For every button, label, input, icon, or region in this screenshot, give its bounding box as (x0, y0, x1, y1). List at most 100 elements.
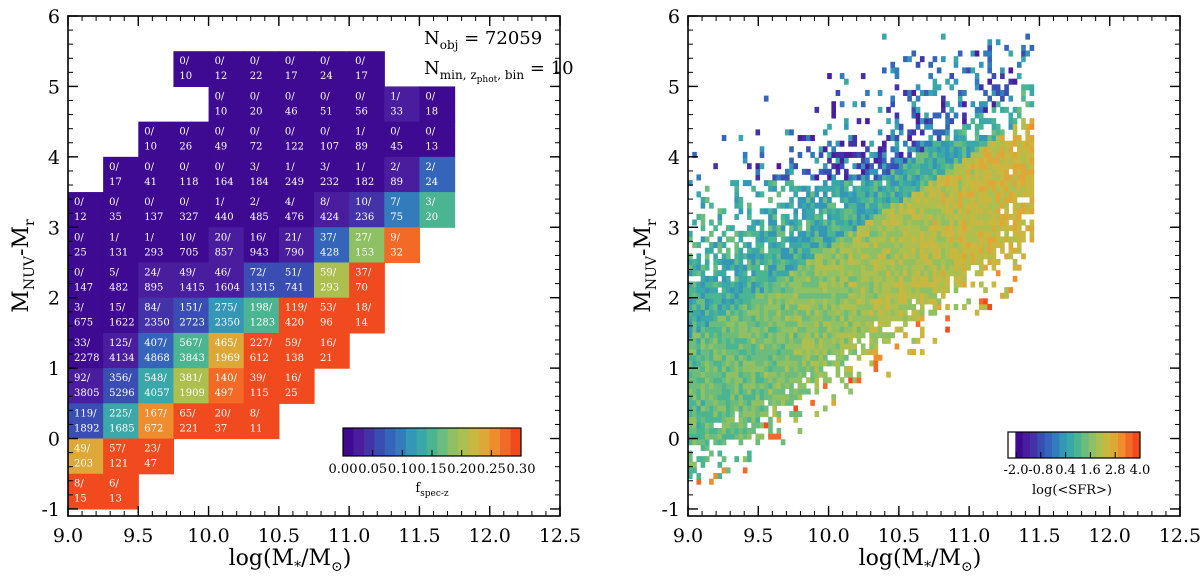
sfr-pixel (755, 168, 761, 175)
sfr-pixel (793, 287, 799, 294)
sfr-pixel (713, 163, 718, 170)
sfr-pixel (915, 118, 921, 125)
fspec-bin-cell (384, 86, 421, 123)
sfr-pixel (1012, 129, 1018, 136)
sfr-pixel (831, 309, 836, 316)
sfr-pixel (839, 377, 845, 384)
sfr-pixel (835, 315, 841, 322)
sfr-pixel (890, 230, 896, 237)
sfr-pixel (898, 242, 904, 249)
sfr-pixel (763, 275, 769, 282)
sfr-pixel (936, 275, 942, 282)
sfr-pixel (860, 309, 866, 316)
sfr-pixel (865, 168, 870, 175)
sfr-pixel (886, 236, 891, 243)
sfr-pixel (801, 287, 807, 294)
sfr-pixel (721, 135, 727, 142)
sfr-pixel (911, 309, 917, 316)
sfr-pixel (789, 309, 794, 316)
sfr-pixel (780, 320, 786, 327)
sfr-pixel (983, 304, 988, 311)
sfr-pixel (915, 196, 921, 204)
sfr-pixel (928, 168, 933, 175)
sfr-pixel (688, 399, 693, 406)
fspec-bin-cell (278, 121, 315, 158)
sfr-pixel (734, 332, 740, 339)
bin-count-spec: 18/ (355, 303, 372, 314)
sfr-pixel (688, 416, 693, 423)
sfr-pixel (713, 258, 718, 265)
sfr-pixel (759, 151, 765, 158)
sfr-pixel (793, 337, 799, 344)
sfr-pixel (911, 185, 917, 192)
sfr-pixel (898, 264, 904, 271)
sfr-pixel (983, 118, 988, 125)
fspec-bin-cell (243, 403, 280, 440)
sfr-pixel (768, 377, 773, 384)
sfr-pixel (903, 320, 908, 327)
right-x-tick-label: 12.5 (1159, 525, 1200, 547)
sfr-pixel (894, 253, 900, 260)
sfr-pixel (696, 439, 702, 446)
sfr-pixel (700, 371, 706, 378)
sfr-pixel (852, 332, 858, 339)
sfr-pixel (730, 399, 735, 406)
sfr-pixel (700, 202, 706, 209)
bin-count-spec: 24/ (144, 267, 161, 278)
sfr-pixel (911, 349, 917, 356)
sfr-pixel (941, 202, 946, 209)
sfr-pixel (970, 101, 976, 108)
sfr-pixel (924, 140, 929, 147)
fspec-bin-cell (384, 156, 421, 193)
sfr-pixel (945, 253, 950, 260)
sfr-pixel (911, 219, 917, 226)
bin-count-total: 17 (109, 177, 122, 188)
sfr-pixel (730, 236, 735, 243)
sfr-pixel (928, 208, 933, 215)
sfr-pixel (688, 309, 693, 316)
sfr-pixel (881, 298, 887, 305)
sfr-pixel (692, 422, 697, 429)
sfr-pixel (1004, 180, 1009, 187)
sfr-pixel (852, 242, 858, 249)
sfr-pixel (801, 281, 807, 288)
sfr-pixel (776, 399, 782, 406)
sfr-pixel (991, 135, 997, 142)
sfr-pixel (1004, 174, 1009, 181)
sfr-pixel (793, 298, 799, 305)
sfr-pixel (692, 433, 697, 440)
sfr-pixel (793, 242, 799, 249)
sfr-pixel (953, 140, 959, 147)
sfr-pixel (924, 146, 929, 153)
sfr-pixel (991, 163, 997, 170)
sfr-pixel (696, 394, 702, 401)
sfr-pixel (755, 253, 761, 260)
sfr-pixel (700, 399, 706, 406)
sfr-pixel (852, 174, 858, 181)
sfr-pixel (962, 208, 967, 215)
sfr-pixel (822, 377, 828, 384)
bin-count-spec: 198/ (250, 303, 273, 314)
sfr-pixel (696, 411, 702, 418)
sfr-pixel (738, 416, 744, 423)
sfr-pixel (852, 151, 858, 158)
sfr-pixel (797, 275, 803, 282)
sfr-pixel (860, 101, 866, 108)
sfr-pixel (932, 270, 938, 277)
sfr-pixel (797, 309, 803, 316)
sfr-pixel (831, 242, 836, 249)
sfr-pixel (890, 196, 896, 204)
sfr-pixel (970, 157, 976, 164)
bin-count-spec: 0/ (285, 91, 295, 102)
sfr-pixel (730, 366, 735, 373)
colorbar-tick-label: 0.05 (358, 462, 387, 477)
sfr-pixel (839, 270, 845, 277)
fspec-bin-cell (208, 192, 245, 228)
sfr-pixel (827, 332, 832, 339)
sfr-pixel (873, 151, 879, 158)
sfr-pixel (949, 140, 955, 147)
sfr-pixel (974, 309, 980, 316)
sfr-pixel (839, 191, 845, 198)
sfr-pixel (928, 73, 933, 80)
sfr-pixel (881, 163, 887, 170)
